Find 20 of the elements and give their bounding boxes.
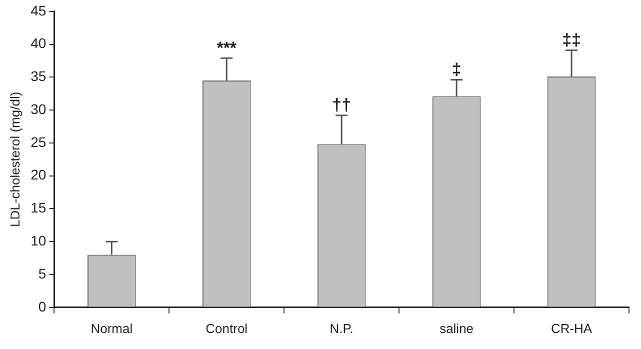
x-tick-label: N.P. [330,320,354,336]
y-tick-label: 20 [30,166,46,183]
y-tick-label: 15 [30,200,46,216]
annotation: †† [332,96,352,115]
y-axis-title: LDL-cholesterol (mg/dl) [7,92,22,227]
y-tick-label: 0 [38,298,46,314]
y-tick-label: 25 [30,134,46,150]
y-tick-label: 45 [30,2,46,18]
annotation: ‡ [452,60,462,79]
x-tick-label: Control [206,320,248,336]
annotation: *** [216,38,237,58]
x-tick-label: CR-HA [550,320,592,336]
annotation: ‡‡ [562,30,581,50]
y-tick-label: 10 [30,232,46,248]
y-tick-label: 5 [38,265,46,282]
y-tick-label: 40 [30,35,46,52]
x-tick-label: saline [440,320,474,336]
y-tick-label: 30 [30,100,46,117]
y-tick-label: 35 [30,68,46,84]
x-tick-label: Normal [90,320,133,336]
